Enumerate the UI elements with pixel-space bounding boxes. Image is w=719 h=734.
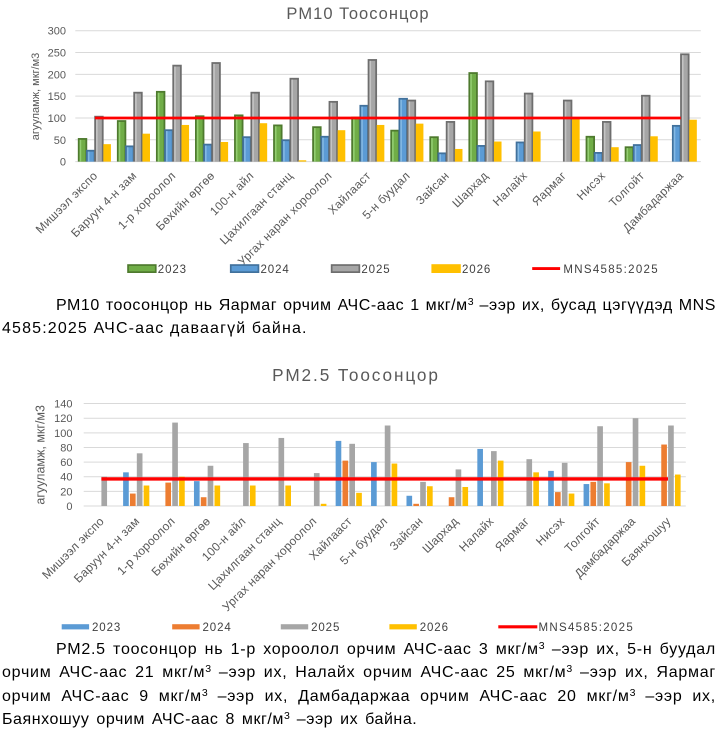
svg-text:300: 300 — [48, 26, 66, 38]
svg-text:100: 100 — [54, 428, 72, 440]
svg-text:60: 60 — [60, 457, 72, 469]
svg-text:Шархад: Шархад — [419, 514, 461, 556]
svg-text:Зайсан: Зайсан — [413, 169, 452, 208]
svg-text:РМ2.5 Тоосонцор: РМ2.5 Тоосонцор — [272, 365, 440, 385]
svg-text:MNS4585:2025: MNS4585:2025 — [539, 622, 635, 634]
svg-text:2025: 2025 — [361, 264, 390, 276]
svg-text:Мишээл экспо: Мишээл экспо — [39, 514, 107, 582]
svg-text:0: 0 — [60, 157, 66, 169]
svg-text:200: 200 — [48, 69, 66, 81]
svg-text:150: 150 — [48, 91, 66, 103]
svg-text:Яармаг: Яармаг — [492, 514, 532, 554]
svg-text:Яармаг: Яармаг — [529, 169, 569, 209]
svg-text:120: 120 — [54, 413, 72, 425]
svg-text:2025: 2025 — [311, 622, 340, 634]
svg-text:0: 0 — [66, 501, 72, 513]
svg-text:2026: 2026 — [420, 622, 449, 634]
svg-text:Нисэх: Нисэх — [574, 169, 608, 203]
svg-text:агууламж, мкг/м3: агууламж, мкг/м3 — [33, 405, 47, 505]
svg-text:2024: 2024 — [261, 264, 290, 276]
svg-text:2026: 2026 — [462, 264, 491, 276]
svg-text:PM10 Тоосонцор: PM10 Тоосонцор — [286, 5, 429, 23]
svg-text:MNS4585:2025: MNS4585:2025 — [563, 264, 659, 276]
svg-text:Налайх: Налайх — [456, 514, 496, 554]
svg-text:2023: 2023 — [92, 622, 121, 634]
svg-text:140: 140 — [54, 399, 72, 411]
svg-text:Цахилгаан станц: Цахилгаан станц — [217, 169, 296, 248]
svg-text:2024: 2024 — [203, 622, 232, 634]
svg-text:50: 50 — [54, 135, 66, 147]
svg-text:20: 20 — [60, 486, 72, 498]
svg-text:80: 80 — [60, 442, 72, 454]
svg-text:Налайх: Налайх — [490, 169, 530, 209]
svg-text:2023: 2023 — [158, 264, 187, 276]
svg-text:агууламж, мкг/м3: агууламж, мкг/м3 — [30, 53, 42, 141]
svg-text:100: 100 — [48, 113, 66, 125]
svg-text:Шархад: Шархад — [449, 169, 491, 211]
svg-text:250: 250 — [48, 48, 66, 60]
svg-text:40: 40 — [60, 472, 72, 484]
svg-text:Нисэх: Нисэх — [533, 514, 567, 548]
